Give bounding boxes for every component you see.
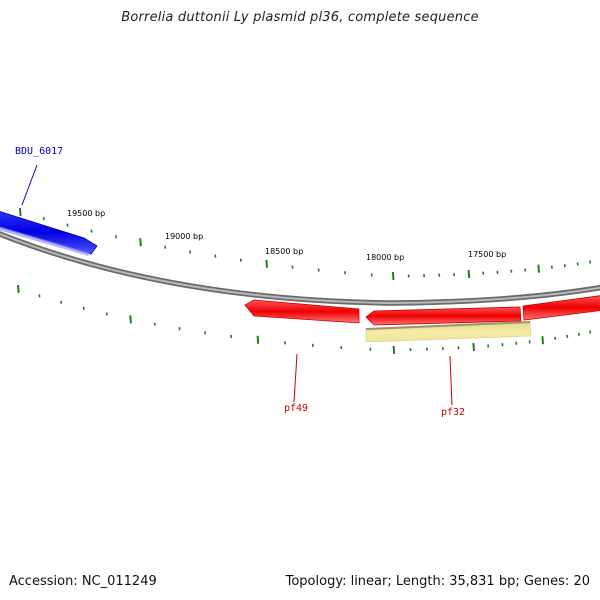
tick-label: 18500 bp [265,247,303,256]
major-tick-mark [256,335,260,344]
gene-pf49-arrow[interactable] [244,299,360,324]
feature-pf32-edge [365,321,531,330]
tick-label: 19500 bp [67,209,105,218]
tick-label: 19000 bp [165,232,203,241]
tick-label: 17500 bp [468,250,506,259]
gene-pf32-label[interactable]: pf32 [441,407,465,418]
major-tick-mark [472,342,475,351]
gene-bdu6017-connector [21,164,38,206]
gene-bdu6017-shadow [0,226,90,256]
gene-bdu6017-label[interactable]: BDU_6017 [15,146,63,157]
major-tick-mark [537,264,540,273]
accession-text: Accession: NC_011249 [9,574,157,589]
major-tick-mark [139,238,142,247]
major-tick-mark [17,284,20,294]
inner-tick-marks [17,284,592,354]
outer-tick-marks [19,207,592,281]
gene-right-arrow[interactable] [522,295,600,321]
major-tick-mark [392,345,396,354]
plasmid-backbone [0,231,600,306]
plasmid-backbone-highlight [0,232,600,305]
gene-pf49-label[interactable]: pf49 [284,403,308,414]
major-tick-mark [391,271,395,281]
gene-pf49-connector [293,353,298,403]
gene-pf32-connector [449,355,453,406]
gene-pf32-arrow[interactable] [365,306,522,326]
tick-label: 18000 bp [366,253,404,262]
gene-bdu6017-arrow[interactable] [0,210,98,255]
major-tick-mark [265,259,268,268]
major-tick-mark [129,315,132,324]
summary-text: Topology: linear; Length: 35,831 bp; Gen… [285,574,590,589]
map-title: Borrelia duttonii Ly plasmid pl36, compl… [121,10,479,25]
major-tick-mark [467,269,471,279]
major-tick-mark [19,207,22,217]
major-tick-mark [541,336,544,345]
